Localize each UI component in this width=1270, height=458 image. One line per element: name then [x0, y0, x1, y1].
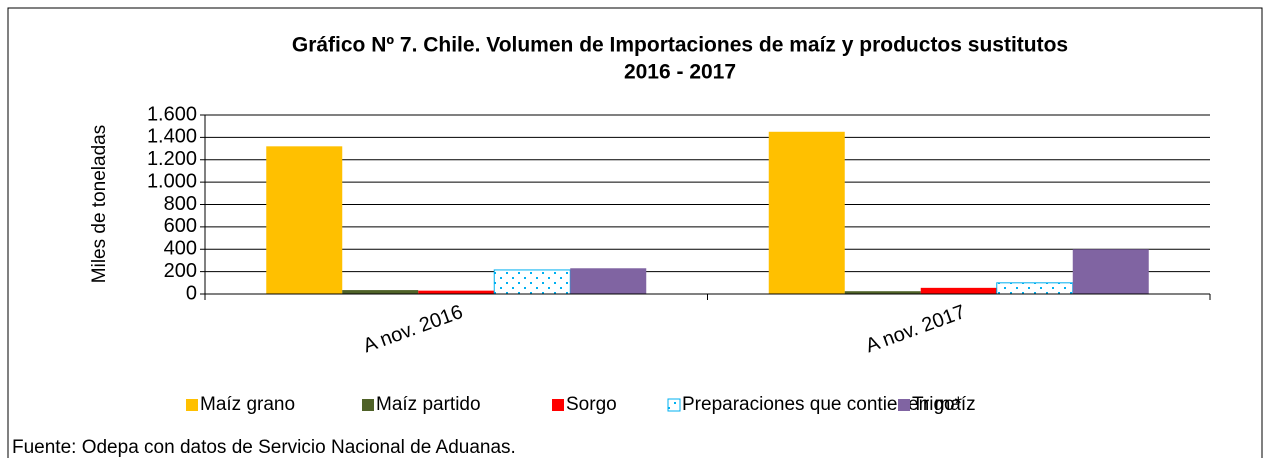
x-tick-label: A nov. 2016 [360, 301, 465, 357]
y-tick-label: 1.600 [147, 103, 197, 125]
bar [266, 146, 343, 294]
legend-swatch [667, 398, 681, 412]
x-tick-label: A nov. 2017 [863, 301, 968, 357]
frame [7, 7, 1263, 458]
y-tick-label: 1.400 [147, 126, 197, 148]
bar [342, 290, 419, 294]
legend-label: Maíz grano [200, 394, 295, 415]
y-tick-label: 800 [164, 193, 197, 215]
source-note: Fuente: Odepa con datos de Servicio Naci… [12, 437, 516, 458]
bar [493, 269, 571, 295]
bar [418, 290, 495, 294]
bar [570, 268, 647, 294]
legend-label: Sorgo [566, 394, 617, 415]
legend-label: Maíz partido [376, 394, 481, 415]
bar [844, 291, 921, 294]
bar [1072, 249, 1149, 294]
y-tick-label: 600 [164, 215, 197, 237]
chart-title: 2016 - 2017 [624, 61, 736, 84]
y-tick-label: 400 [164, 238, 197, 260]
y-axis-label: Miles de toneladas [89, 125, 110, 283]
legend-swatch [186, 399, 198, 411]
legend-swatch [898, 399, 910, 411]
legend-swatch [362, 399, 374, 411]
bar [768, 131, 845, 294]
bar [920, 287, 997, 294]
y-tick-label: 1.000 [147, 170, 197, 192]
y-tick-label: 1.200 [147, 148, 197, 170]
bar [996, 282, 1074, 295]
legend-label: Trigo* [912, 394, 963, 415]
chart-title: Gráfico Nº 7. Chile. Volumen de Importac… [292, 34, 1068, 57]
legend-swatch [552, 399, 564, 411]
y-tick-label: 0 [186, 282, 197, 304]
y-tick-label: 200 [164, 260, 197, 282]
